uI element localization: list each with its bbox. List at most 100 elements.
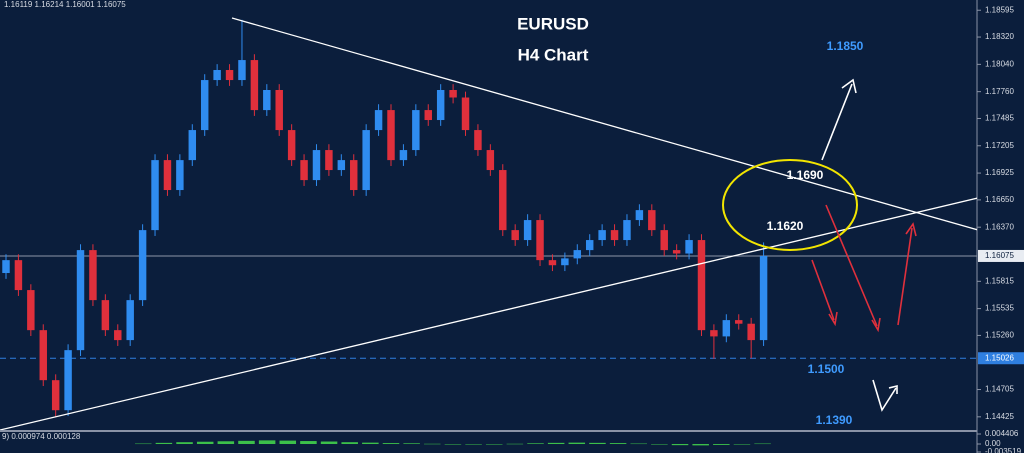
- white-arrows: [821, 78, 898, 412]
- arrow-head: [888, 384, 898, 394]
- y-tick-label: 1.17205: [985, 141, 1014, 150]
- candle-body: [585, 240, 594, 251]
- indicator-tick-label: -0.003519: [985, 447, 1022, 453]
- indicator-bar: [382, 443, 400, 445]
- indicator-bar: [320, 441, 338, 445]
- indicator-bar: [485, 444, 503, 445]
- candle-body: [300, 160, 308, 181]
- annotation: 1.1390: [816, 413, 853, 427]
- candle-body: [225, 70, 234, 81]
- candle-body: [76, 250, 85, 351]
- y-tick-label: 1.15535: [985, 304, 1014, 313]
- chart-title: EURUSD: [517, 14, 589, 33]
- candle-body: [648, 210, 656, 231]
- candle-body: [660, 230, 668, 251]
- candle-body: [89, 250, 97, 301]
- indicator-bar: [630, 443, 647, 445]
- candle-body: [337, 160, 346, 171]
- chart-subtitle: H4 Chart: [518, 45, 589, 64]
- candle-body: [436, 89, 445, 121]
- candle-body: [561, 258, 569, 266]
- arrow-head: [905, 222, 917, 237]
- candle-body: [387, 110, 395, 161]
- y-tick-label: 1.15260: [985, 331, 1014, 340]
- candle-body: [39, 330, 47, 381]
- y-tick-label: 1.14705: [985, 385, 1014, 394]
- arrow-head: [871, 317, 881, 333]
- candle-body: [573, 250, 582, 259]
- indicator-bar: [424, 443, 441, 445]
- y-tick-label: 1.17760: [985, 87, 1014, 96]
- indicator-bar: [300, 441, 317, 445]
- indicator-bar: [671, 444, 689, 446]
- indicator-bar: [155, 442, 173, 445]
- candle-body: [461, 97, 470, 131]
- candle-body: [610, 230, 619, 241]
- candle-body: [474, 130, 482, 151]
- indicator-bar: [279, 440, 297, 445]
- support-box: [978, 352, 1024, 365]
- candle-body: [350, 160, 358, 191]
- candle-body: [51, 380, 60, 411]
- arrow: [821, 83, 853, 161]
- annotation: 1.1500: [808, 362, 845, 376]
- highlight-ellipse: [722, 159, 858, 251]
- candle-body: [138, 230, 147, 301]
- candle-body: [399, 150, 408, 161]
- candle-body: [2, 260, 10, 274]
- indicator-bar: [692, 444, 709, 446]
- indicator-bar: [135, 443, 152, 445]
- indicator-tick-label: 0.00: [985, 439, 1001, 448]
- y-tick-label: 1.16650: [985, 195, 1014, 204]
- y-tick-label: 1.18320: [985, 32, 1014, 41]
- candle-body: [424, 110, 432, 121]
- candle-body: [486, 150, 495, 171]
- y-tick-label: 1.16370: [985, 222, 1014, 231]
- indicator-bar: [362, 442, 379, 445]
- arrow-head: [841, 78, 857, 94]
- y-tick-label: 1.18595: [985, 5, 1014, 14]
- candle-body: [213, 70, 221, 81]
- indicator-bar: [754, 443, 771, 445]
- arrow: [825, 204, 878, 327]
- indicator-bar: [506, 443, 524, 445]
- indicator-bar: [589, 442, 606, 445]
- indicator-bar: [733, 444, 751, 445]
- indicator-bar: [403, 443, 420, 445]
- indicator-bar: [196, 441, 214, 445]
- candle-body: [449, 89, 457, 98]
- indicator-label: 9) 0.000974 0.000128: [2, 432, 81, 441]
- indicator-bar: [444, 444, 462, 445]
- y-tick-label: 1.17485: [985, 114, 1014, 123]
- y-tick-label: 1.16925: [985, 168, 1014, 177]
- y-tick-label: 1.14425: [985, 412, 1014, 421]
- y-tick-label: 1.18040: [985, 59, 1014, 68]
- price-header: 1.16119 1.16214 1.16001 1.16075: [4, 0, 126, 9]
- candle-body: [275, 89, 283, 131]
- indicator-bar: [713, 444, 730, 445]
- support-label: 1.15026: [985, 353, 1014, 362]
- indicator-bar: [547, 442, 565, 445]
- candle-body: [536, 220, 544, 261]
- trend-line: [231, 17, 977, 231]
- current-price-box: [978, 249, 1024, 262]
- plot-area: [0, 19, 977, 418]
- candle-body: [325, 150, 333, 171]
- candle-body: [685, 240, 693, 254]
- red-arrows: [811, 204, 917, 333]
- indicator-bar: [465, 444, 482, 445]
- candle-body: [635, 210, 644, 221]
- indicator-bar: [527, 443, 544, 445]
- candle-body: [523, 220, 532, 241]
- candle-body: [163, 160, 172, 191]
- candle-body: [176, 160, 184, 191]
- indicator-tick-label: 0.004406: [985, 429, 1019, 438]
- indicator-bar: [258, 440, 276, 445]
- candle-body: [126, 300, 134, 341]
- candle-body: [151, 160, 159, 231]
- candle-body: [27, 290, 35, 331]
- candle-body: [14, 260, 23, 291]
- arrow: [897, 227, 913, 326]
